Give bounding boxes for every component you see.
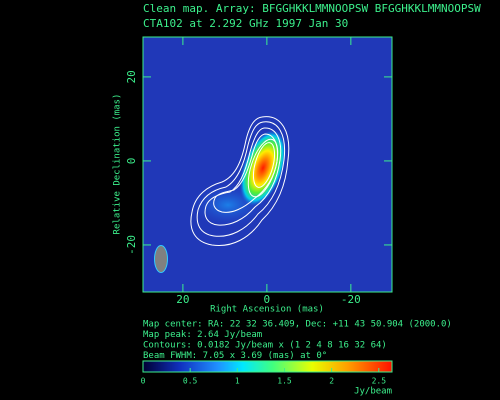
colorbar-tick-label: 2 <box>329 377 334 386</box>
x-tick-label: 0 <box>264 293 271 306</box>
x-tick-label: 20 <box>176 293 189 306</box>
colorbar-tick-label: 2.5 <box>372 377 387 386</box>
info-line: Beam FWHM: 7.05 x 3.69 (mas) at 0° <box>143 351 327 361</box>
info-block: Map center: RA: 22 32 36.409, Dec: +11 4… <box>143 320 452 362</box>
info-line: Map peak: 2.64 Jy/beam <box>143 330 262 340</box>
colorbar <box>142 360 393 373</box>
colorbar-tick-label: 0.5 <box>183 377 198 386</box>
y-tick-label: 20 <box>125 70 138 83</box>
plot-frame <box>142 36 393 293</box>
x-axis-label: Right Ascension (mas) <box>210 305 324 315</box>
map <box>143 37 392 292</box>
colorbar-label: Jy/beam <box>354 387 392 397</box>
y-tick-label: 0 <box>125 158 138 165</box>
colorbar-tick-label: 0 <box>141 377 146 386</box>
info-line: Contours: 0.0182 Jy/beam x (1 2 4 8 16 3… <box>143 341 387 351</box>
subtitle: CTA102 at 2.292 GHz 1997 Jan 30 <box>143 17 348 30</box>
contours <box>190 116 290 247</box>
colorbar-tick-label: 1.5 <box>277 377 292 386</box>
beam-ellipse <box>154 245 168 273</box>
y-tick-label: -20 <box>125 235 138 255</box>
title: Clean map. Array: BFGGHKKLMMNOOPSW BFGGH… <box>143 2 481 15</box>
info-line: Map center: RA: 22 32 36.409, Dec: +11 4… <box>143 320 452 330</box>
colorbar-tick-label: 1 <box>235 377 240 386</box>
y-axis-label: Relative Declination (mas) <box>113 94 123 235</box>
x-tick-label: -20 <box>341 293 361 306</box>
